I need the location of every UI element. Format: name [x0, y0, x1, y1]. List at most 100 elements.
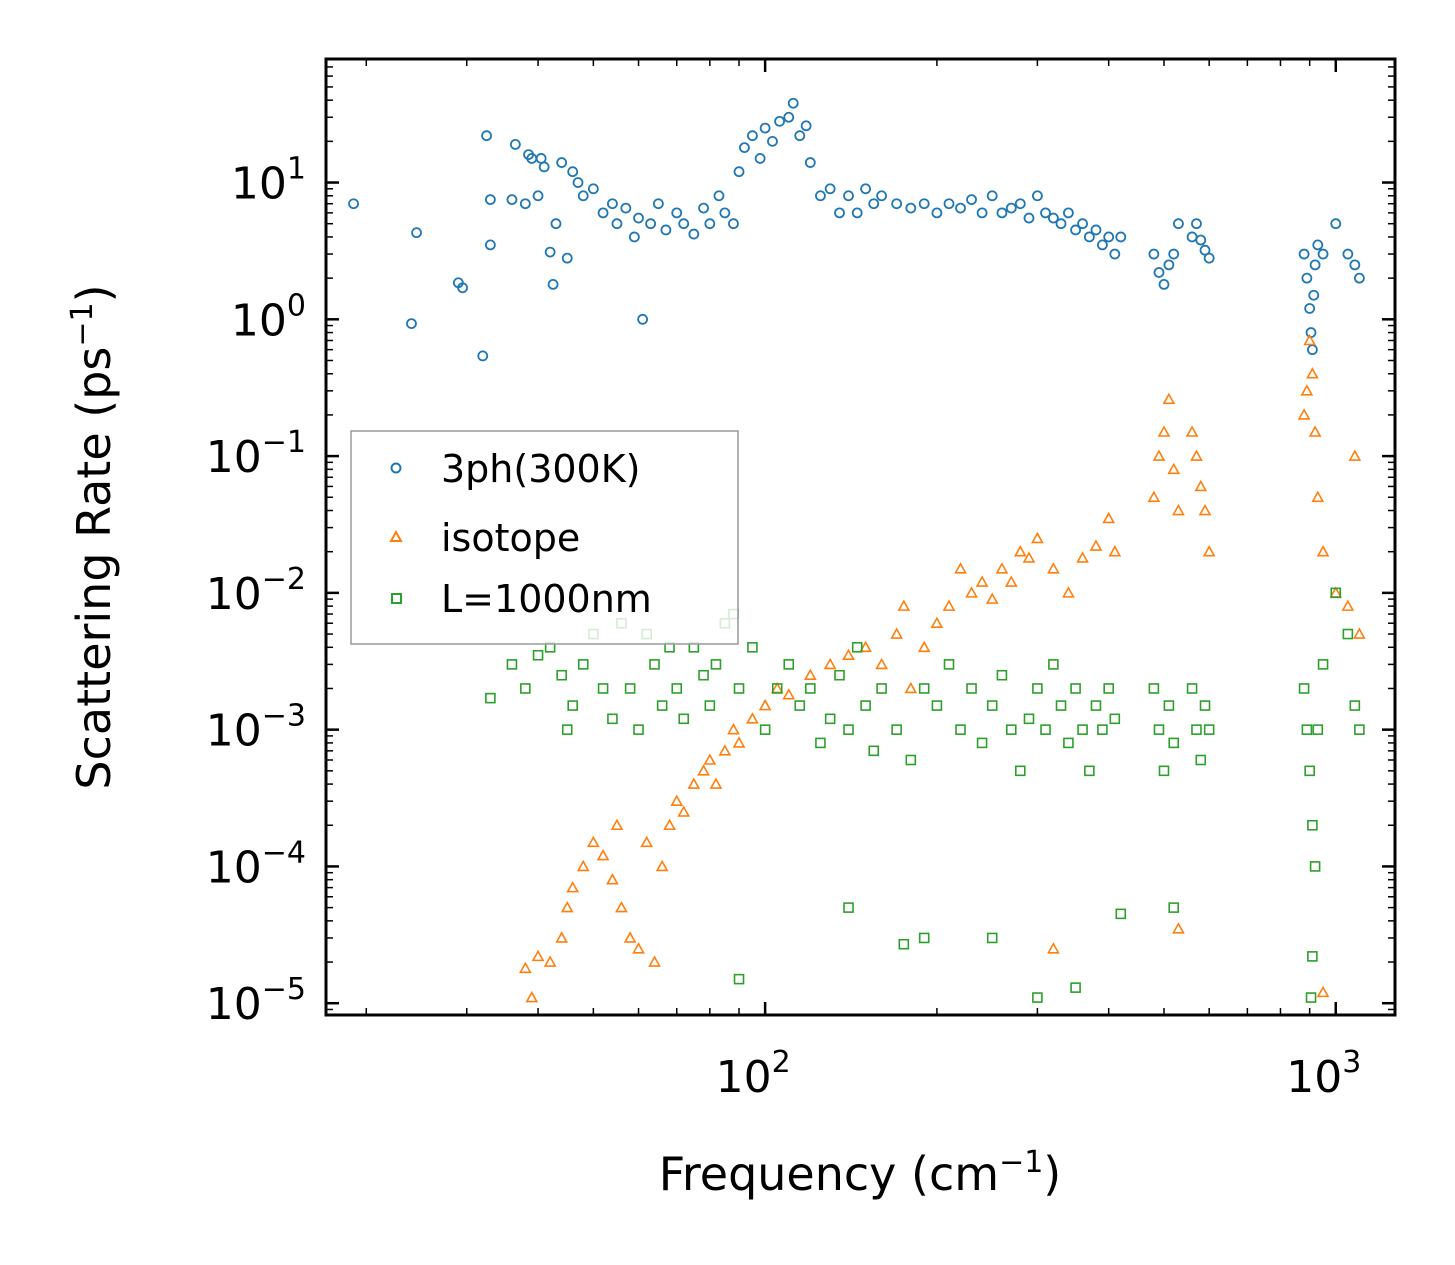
data-point: [803, 668, 817, 681]
legend-label-boundary: L=1000nm: [441, 577, 652, 621]
data-point: [1032, 992, 1043, 1003]
data-point: [1312, 239, 1324, 251]
data-point: [698, 202, 709, 214]
data-point: [985, 592, 999, 604]
data-point: [1202, 545, 1216, 557]
data-point: [610, 818, 624, 831]
data-point: [1084, 765, 1095, 777]
data-point: [457, 282, 468, 294]
data-point: [1076, 551, 1089, 563]
data-point: [1191, 724, 1202, 735]
y-tick-label: 10−2: [206, 562, 306, 620]
data-point: [918, 932, 930, 944]
data-point: [1103, 683, 1114, 694]
data-point: [966, 683, 977, 694]
data-point: [1191, 218, 1202, 230]
data-point: [843, 724, 854, 735]
data-point: [794, 130, 806, 142]
data-point: [1040, 724, 1051, 735]
legend: 3ph(300K) isotope L=1000nm: [350, 430, 739, 645]
data-point: [645, 218, 657, 230]
y-axis-title: Scattering Rate (ps−1): [65, 284, 121, 789]
data-point: [1307, 819, 1318, 831]
data-point: [577, 190, 589, 202]
data-point: [633, 724, 644, 735]
data-point: [1195, 234, 1207, 246]
data-point: [1308, 289, 1320, 301]
data-point: [1032, 683, 1043, 694]
data-point: [637, 313, 649, 325]
data-point: [566, 880, 580, 893]
data-point: [1153, 267, 1165, 278]
data-point: [624, 683, 636, 694]
data-point: [783, 111, 795, 123]
data-point: [1158, 765, 1170, 777]
data-point: [1308, 425, 1322, 437]
data-point: [567, 166, 579, 178]
data-point: [986, 700, 998, 711]
x-tick-label: 103: [1286, 1045, 1361, 1103]
data-point: [671, 207, 683, 219]
legend-box: [350, 430, 739, 645]
data-point: [678, 218, 690, 230]
data-point: [727, 723, 740, 735]
data-point: [1023, 212, 1035, 224]
data-point: [1297, 408, 1311, 420]
series-circle: [348, 97, 1365, 362]
y-tick-label: 10−1: [206, 425, 306, 483]
legend-label-isotope: isotope: [441, 516, 580, 560]
data-point: [1040, 207, 1051, 219]
data-point: [1354, 724, 1365, 735]
data-point: [1083, 231, 1095, 243]
data-point: [875, 657, 888, 670]
data-point: [782, 688, 796, 700]
data-point: [633, 212, 644, 224]
data-point: [1172, 503, 1185, 516]
data-point: [1348, 449, 1362, 461]
data-point: [823, 657, 837, 670]
data-point: [532, 649, 544, 661]
data-point: [519, 198, 531, 210]
data-point: [1199, 700, 1211, 711]
data-point: [1090, 224, 1102, 236]
data-point: [868, 745, 880, 757]
data-point: [713, 190, 725, 202]
data-point: [1062, 586, 1075, 598]
data-point: [560, 900, 574, 913]
data-point: [544, 246, 556, 258]
data-point: [759, 122, 771, 134]
data-point: [703, 753, 717, 765]
y-tick-label: 10−5: [206, 972, 306, 1030]
data-point: [1109, 713, 1121, 725]
data-point: [1317, 659, 1329, 670]
data-points-layer: [348, 97, 1366, 1003]
data-point: [704, 700, 716, 711]
data-point: [1157, 425, 1171, 437]
data-point: [1153, 724, 1165, 735]
data-point: [587, 183, 599, 195]
data-point: [506, 659, 518, 670]
data-point: [774, 115, 785, 127]
data-point: [484, 239, 496, 251]
data-point: [632, 942, 645, 954]
legend-label-3ph: 3ph(300K): [441, 447, 640, 491]
data-point: [1102, 511, 1116, 524]
data-point: [607, 198, 618, 210]
data-point: [1301, 272, 1313, 284]
data-point: [918, 683, 930, 694]
data-point: [767, 135, 778, 147]
data-point: [843, 190, 854, 202]
data-point: [1090, 700, 1102, 711]
data-point: [1303, 333, 1317, 346]
data-point: [1063, 207, 1074, 219]
data-point: [1312, 724, 1324, 735]
data-point: [1108, 545, 1122, 557]
data-point: [525, 990, 539, 1003]
data-point: [572, 177, 584, 188]
data-point: [671, 683, 683, 694]
data-point: [815, 737, 826, 749]
data-point: [955, 202, 966, 214]
data-point: [897, 599, 911, 611]
data-point: [477, 350, 489, 362]
data-point: [890, 627, 903, 639]
